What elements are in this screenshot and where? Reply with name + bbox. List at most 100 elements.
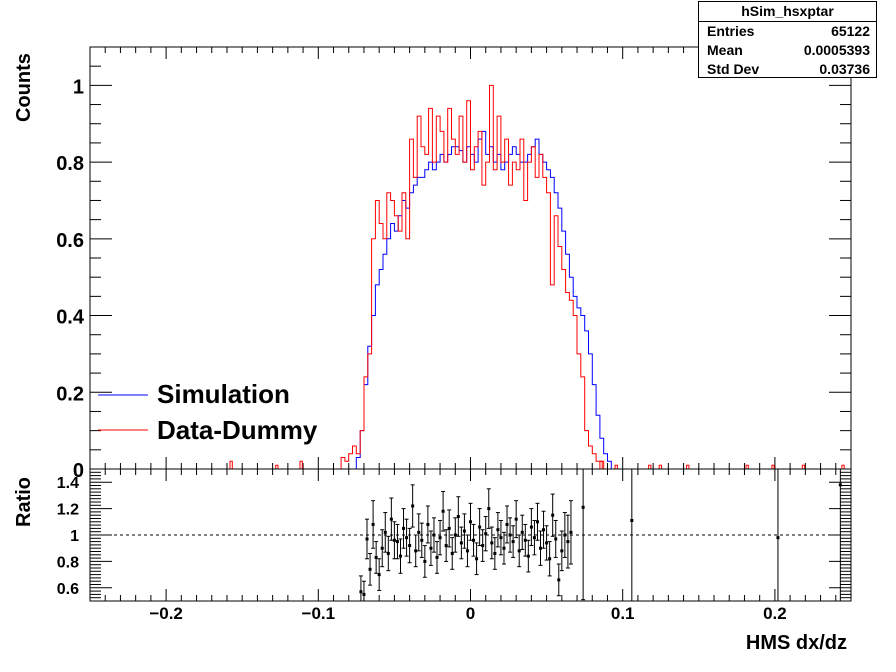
ratio-point <box>520 530 524 534</box>
main-y-tick-labels: 0 0.2 0.4 0.6 0.8 1 <box>56 76 85 482</box>
ratio-point <box>417 530 421 534</box>
data-dummy-sparse-bin <box>299 460 303 469</box>
stats-row-std-dev: Std Dev 0.03736 <box>699 60 876 79</box>
ratio-point <box>502 546 506 550</box>
data-dummy-sparse-bin <box>275 464 279 469</box>
stats-value: 0.0005393 <box>803 42 870 58</box>
x-tick-labels: −0.2 −0.1 0 0.1 0.2 <box>149 604 786 623</box>
ratio-point <box>505 522 509 526</box>
ratio-point <box>472 538 476 542</box>
ratio-point <box>429 546 433 550</box>
ratio-point <box>517 549 521 553</box>
y-tick-label: 0.6 <box>56 230 84 252</box>
ratio-point <box>380 546 384 550</box>
ratio-point <box>444 544 448 548</box>
ratio-point <box>423 559 427 563</box>
ratio-point <box>542 528 546 532</box>
stats-label: Std Dev <box>707 61 760 77</box>
ratio-point <box>481 544 485 548</box>
y-tick-label: 1 <box>73 76 84 98</box>
ratio-point <box>508 533 512 537</box>
ratio-point <box>377 573 381 577</box>
ratio-point <box>438 536 442 540</box>
ratio-point <box>554 537 558 541</box>
ratio-point <box>551 513 555 517</box>
data-dummy-sparse-bin <box>771 464 775 469</box>
ratio-point <box>365 537 369 541</box>
ratio-point <box>514 517 518 521</box>
data-dummy-sparse-bin <box>648 464 652 469</box>
ratio-point <box>465 549 469 553</box>
ratio-point <box>563 533 567 537</box>
ratio-point <box>435 555 439 559</box>
x-tick-label: −0.1 <box>302 604 336 623</box>
ratio-point <box>405 536 409 540</box>
main-y-axis-label: Counts <box>13 53 35 122</box>
ratio-point <box>392 538 396 542</box>
y-tick-label: 0.4 <box>56 307 85 329</box>
ratio-point <box>362 592 366 596</box>
stats-title: hSim_hsxptar <box>699 2 876 22</box>
ratio-point <box>414 549 418 553</box>
x-axis-label: HMS dx/dz <box>746 632 847 654</box>
ratio-y-tick-label: 1 <box>70 528 79 545</box>
ratio-point <box>557 578 561 582</box>
data-dummy-sparse-bin <box>801 464 806 469</box>
ratio-point <box>374 555 378 559</box>
stats-label: Entries <box>707 23 755 39</box>
x-tick-label: 0.1 <box>611 604 635 623</box>
ratio-point <box>462 529 466 533</box>
ratio-point <box>459 541 463 545</box>
ratio-point <box>395 540 399 544</box>
ratio-y-tick-label: 1.2 <box>57 502 79 519</box>
ratio-points <box>358 468 843 601</box>
ratio-point <box>566 540 570 544</box>
data-dummy-histogram-line <box>340 84 605 469</box>
y-tick-label: 0 <box>73 460 84 482</box>
legend: Simulation Data-Dummy <box>98 379 318 445</box>
ratio-point <box>453 533 457 537</box>
ratio-point <box>569 530 573 534</box>
data-dummy-sparse-bin <box>229 460 233 469</box>
stats-value: 0.03736 <box>819 61 870 77</box>
data-dummy-histogram <box>229 84 845 469</box>
y-tick-label: 0.2 <box>56 383 84 405</box>
ratio-point <box>386 551 390 555</box>
ratio-point <box>511 540 515 544</box>
ratio-point <box>398 554 402 558</box>
data-dummy-sparse-bin <box>658 464 662 469</box>
ratio-point <box>539 546 543 550</box>
data-dummy-sparse-bin <box>599 460 603 469</box>
stats-box: hSim_hsxptar Entries 65122 Mean 0.0005393 … <box>698 1 877 78</box>
legend-label-simulation: Simulation <box>157 379 290 409</box>
ratio-point <box>776 536 780 540</box>
y-tick-label: 0.8 <box>56 153 84 175</box>
x-tick-label: 0.2 <box>763 604 787 623</box>
ratio-point <box>548 557 552 561</box>
data-dummy-sparse-bin <box>841 464 845 469</box>
ratio-axis-ticks <box>89 468 852 602</box>
ratio-y-tick-label: 1.4 <box>57 475 79 492</box>
stats-row-mean: Mean 0.0005393 <box>699 41 876 60</box>
ratio-point <box>560 549 564 553</box>
ratio-point <box>408 544 412 548</box>
ratio-point <box>475 557 479 561</box>
data-dummy-sparse-bin <box>686 464 690 469</box>
ratio-y-axis-label: Ratio <box>13 477 35 527</box>
ratio-point <box>383 530 387 534</box>
ratio-point <box>499 536 503 540</box>
ratio-point <box>441 509 445 513</box>
legend-label-data-dummy: Data-Dummy <box>157 415 318 445</box>
data-dummy-sparse-bin <box>745 464 749 469</box>
ratio-point <box>447 526 451 530</box>
ratio-point <box>420 538 424 542</box>
ratio-point <box>490 541 494 545</box>
ratio-y-tick-label: 0.6 <box>57 581 79 598</box>
ratio-point <box>838 483 842 487</box>
ratio-point <box>411 504 415 508</box>
ratio-point <box>402 526 406 530</box>
ratio-point <box>368 567 372 571</box>
ratio-point <box>484 532 488 536</box>
ratio-point <box>493 551 497 555</box>
